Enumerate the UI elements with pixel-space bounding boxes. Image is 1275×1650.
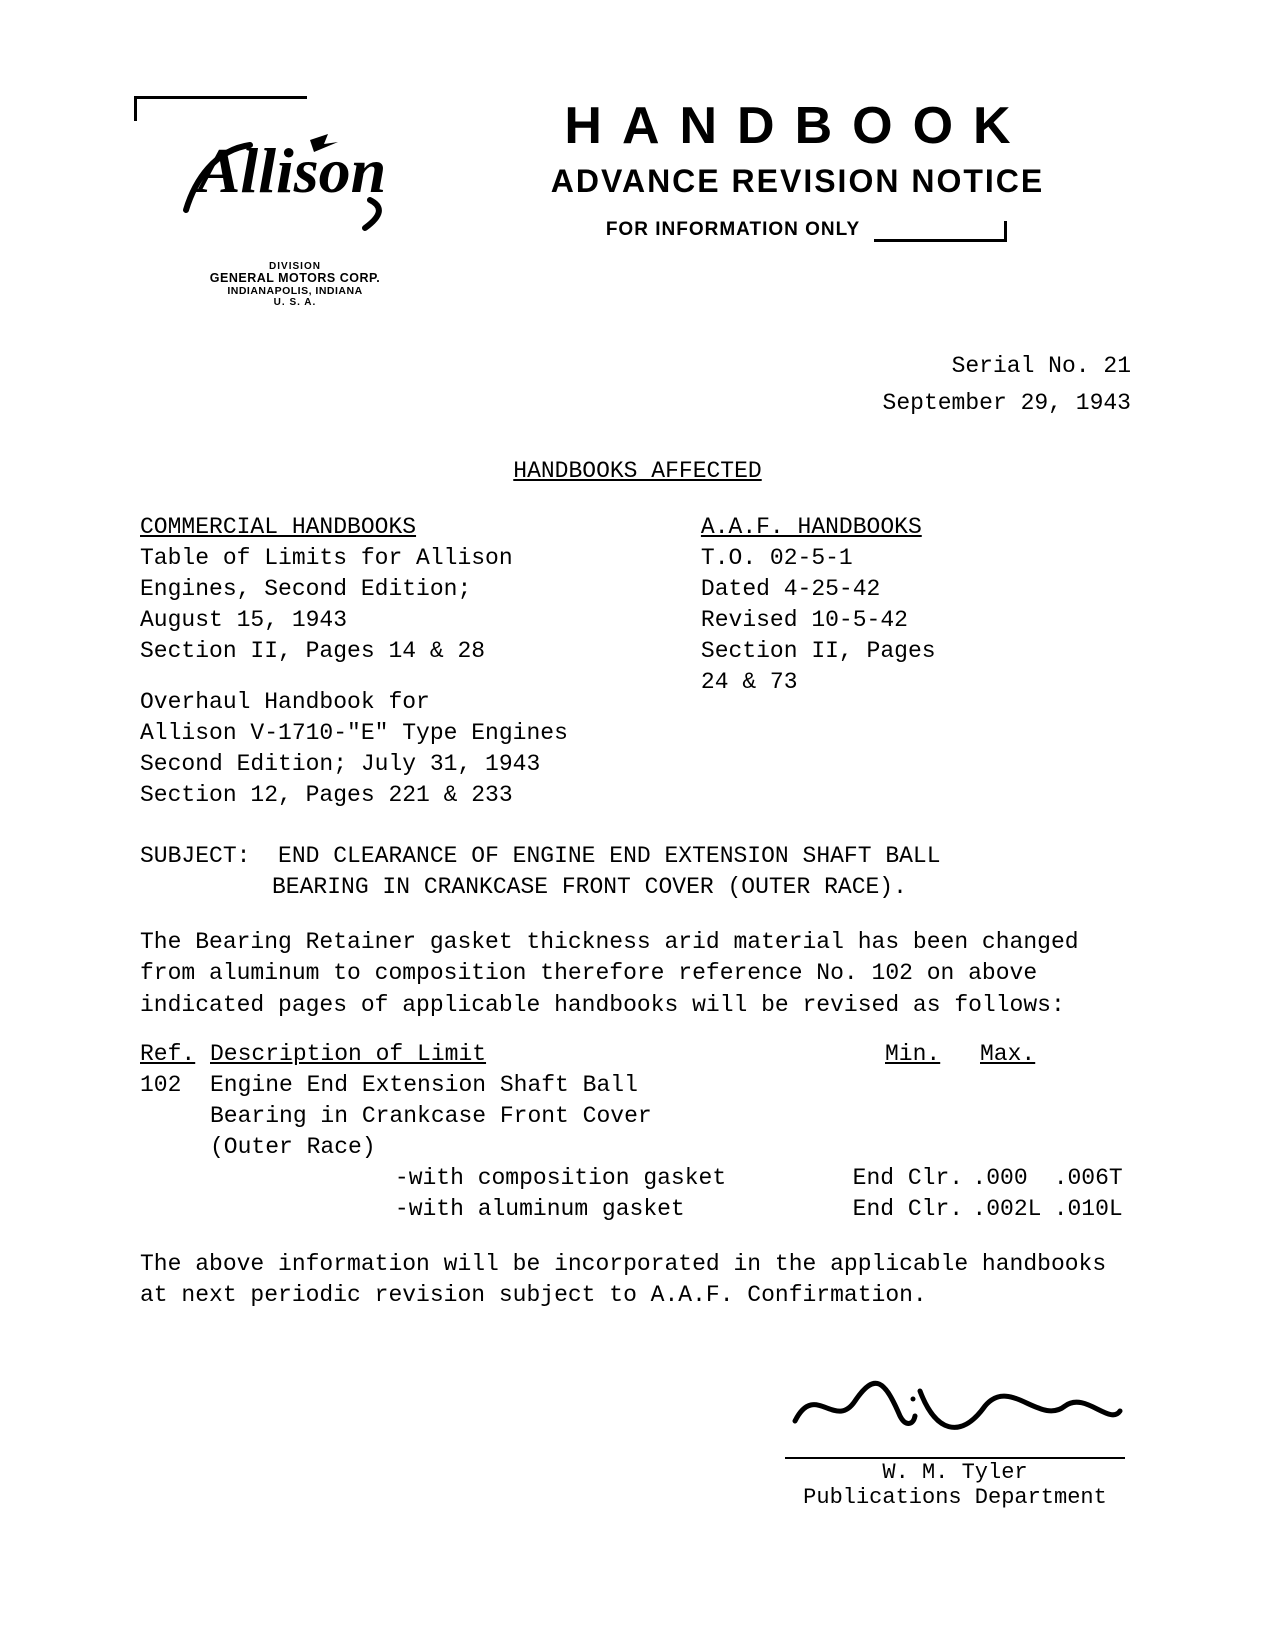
commercial-p1-l4: Section II, Pages 14 & 28 <box>140 636 661 667</box>
aaf-column: A.A.F. HANDBOOKS T.O. 02-5-1 Dated 4-25-… <box>701 512 1135 811</box>
logo-line-usa: U. S. A. <box>160 297 430 308</box>
cell-desc1: Engine End Extension Shaft Ball <box>210 1070 745 1101</box>
title-info: FOR INFORMATION ONLY <box>588 219 878 245</box>
signature-name: W. M. Tyler <box>785 1460 1125 1485</box>
title-handbook: HANDBOOK <box>460 100 1135 152</box>
col-max: Max. <box>980 1039 1075 1070</box>
col-ref: Ref. <box>140 1039 210 1070</box>
signature-rule <box>785 1457 1125 1459</box>
commercial-p1-l1: Table of Limits for Allison <box>140 543 661 574</box>
allison-logo-svg: Allison <box>160 110 430 260</box>
aaf-l1: T.O. 02-5-1 <box>701 543 1135 574</box>
col-desc: Description of Limit <box>210 1039 745 1070</box>
document-meta: Serial No. 21 September 29, 1943 <box>140 348 1131 422</box>
cell-row-b-type: End Clr. <box>853 1194 973 1225</box>
aaf-l3: Revised 10-5-42 <box>701 605 1135 636</box>
logo-subtext: DIVISION GENERAL MOTORS CORP. INDIANAPOL… <box>160 261 430 308</box>
table-header-row: Ref. Description of Limit Min. Max. <box>140 1039 1135 1070</box>
commercial-p2-l1: Overhaul Handbook for <box>140 687 661 718</box>
aaf-l4: Section II, Pages <box>701 636 1135 667</box>
cell-ref: 102 <box>140 1070 210 1101</box>
limits-table: Ref. Description of Limit Min. Max. 102 … <box>140 1039 1135 1225</box>
logo-line-city: INDIANAPOLIS, INDIANA <box>160 286 430 298</box>
cell-row-a-desc: -with composition gasket <box>200 1163 853 1194</box>
serial-number: Serial No. 21 <box>140 348 1131 385</box>
cell-blank <box>140 1194 200 1225</box>
header: Allison DIVISION GENERAL MOTORS CORP. IN… <box>140 90 1135 308</box>
col-min: Min. <box>885 1039 980 1070</box>
svg-text:Allison: Allison <box>194 135 387 206</box>
cell-row-a-max: .006T <box>1054 1163 1135 1194</box>
signature-department: Publications Department <box>785 1485 1125 1510</box>
corner-rule-bottom-right <box>874 221 1007 242</box>
commercial-p1-l2: Engines, Second Edition; <box>140 574 661 605</box>
cell-desc2: Bearing in Crankcase Front Cover (Outer … <box>210 1101 745 1163</box>
cell-row-a-min: .000 <box>972 1163 1053 1194</box>
commercial-p2-l2: Allison V-1710-"E" Type Engines <box>140 718 661 749</box>
title-advance: ADVANCE REVISION NOTICE <box>460 164 1135 199</box>
commercial-heading: COMMERCIAL HANDBOOKS <box>140 512 661 543</box>
commercial-p1-l3: August 15, 1943 <box>140 605 661 636</box>
cell-row-b-desc: -with aluminum gasket <box>200 1194 853 1225</box>
body-paragraph-2: The above information will be incorporat… <box>140 1249 1135 1311</box>
cell-row-b-max: .010L <box>1054 1194 1135 1225</box>
aaf-l2: Dated 4-25-42 <box>701 574 1135 605</box>
subject-block: SUBJECT: END CLEARANCE OF ENGINE END EXT… <box>140 841 1135 903</box>
body-paragraph-1: The Bearing Retainer gasket thickness ar… <box>140 927 1135 1020</box>
commercial-p2-l4: Section 12, Pages 221 & 233 <box>140 780 661 811</box>
commercial-column: COMMERCIAL HANDBOOKS Table of Limits for… <box>140 512 661 811</box>
spacer <box>140 667 661 687</box>
table-row: 102 Engine End Extension Shaft Ball <box>140 1070 1135 1101</box>
subject-line1: END CLEARANCE OF ENGINE END EXTENSION SH… <box>278 843 941 869</box>
signature-block: W. M. Tyler Publications Department <box>140 1371 1135 1510</box>
cell-blank <box>140 1101 210 1163</box>
cell-row-b-min: .002L <box>972 1194 1053 1225</box>
allison-logo: Allison DIVISION GENERAL MOTORS CORP. IN… <box>160 110 430 308</box>
table-row: -with composition gasket End Clr. .000 .… <box>140 1163 1135 1194</box>
aaf-l5: 24 & 73 <box>701 667 1135 698</box>
document-date: September 29, 1943 <box>140 385 1131 422</box>
col-type-spacer <box>745 1039 885 1070</box>
table-row: Bearing in Crankcase Front Cover (Outer … <box>140 1101 1135 1163</box>
title-block: HANDBOOK ADVANCE REVISION NOTICE FOR INF… <box>460 100 1135 245</box>
page: Allison DIVISION GENERAL MOTORS CORP. IN… <box>0 0 1275 1650</box>
table-row: -with aluminum gasket End Clr. .002L .01… <box>140 1194 1135 1225</box>
commercial-p2-l3: Second Edition; July 31, 1943 <box>140 749 661 780</box>
title-info-row: FOR INFORMATION ONLY <box>460 219 1135 245</box>
subject-line2: BEARING IN CRANKCASE FRONT COVER (OUTER … <box>140 872 1135 903</box>
handbooks-affected-heading: HANDBOOKS AFFECTED <box>140 458 1135 484</box>
signature-svg <box>785 1371 1125 1441</box>
cell-row-a-type: End Clr. <box>853 1163 973 1194</box>
aaf-heading: A.A.F. HANDBOOKS <box>701 512 1135 543</box>
cell-blank <box>140 1163 200 1194</box>
logo-line-gm: GENERAL MOTORS CORP. <box>160 272 430 286</box>
affected-columns: COMMERCIAL HANDBOOKS Table of Limits for… <box>140 512 1135 811</box>
subject-label: SUBJECT: <box>140 843 250 869</box>
